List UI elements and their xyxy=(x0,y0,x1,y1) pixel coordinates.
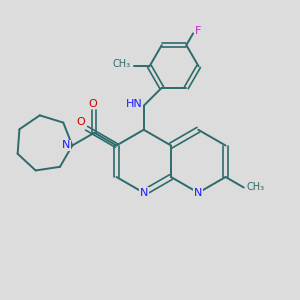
Text: N: N xyxy=(140,188,148,198)
Text: O: O xyxy=(88,99,97,109)
Text: CH₃: CH₃ xyxy=(246,182,264,193)
Text: N: N xyxy=(61,140,70,151)
Text: HN: HN xyxy=(126,99,142,109)
Text: CH₃: CH₃ xyxy=(113,59,131,69)
Text: O: O xyxy=(77,117,85,127)
Text: N: N xyxy=(194,188,202,198)
Text: F: F xyxy=(195,26,202,36)
